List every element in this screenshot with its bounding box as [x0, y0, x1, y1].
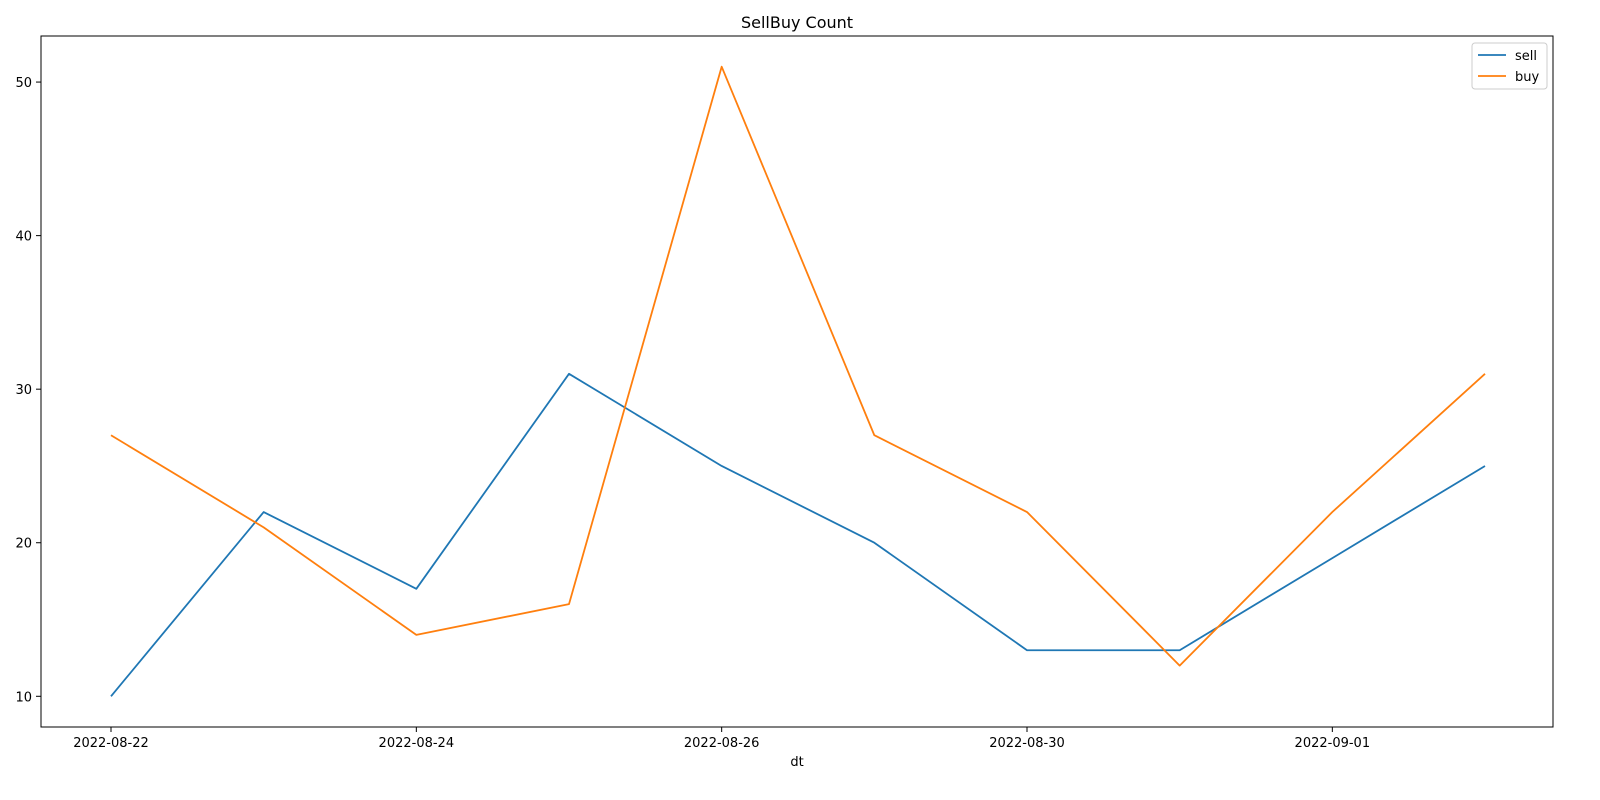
series-lines [110, 65, 1486, 697]
y-tick-label: 50 [15, 76, 32, 91]
x-tick-label: 2022-08-26 [684, 736, 760, 751]
y-axis: 10 20 30 40 50 [15, 76, 41, 705]
x-tick-label: 2022-09-01 [1295, 736, 1371, 751]
series-line-sell [110, 372, 1486, 697]
legend-label-buy: buy [1515, 70, 1539, 85]
plot-area-frame [40, 35, 1554, 728]
x-axis-label: dt [790, 755, 803, 770]
x-axis: 2022-08-22 2022-08-24 2022-08-26 2022-08-30… [73, 727, 1370, 751]
y-tick-label: 30 [15, 383, 32, 398]
chart-title: SellBuy Count [741, 13, 853, 32]
x-tick-label: 2022-08-22 [73, 736, 149, 751]
legend-item-sell: sell [1478, 49, 1537, 64]
series-line-buy [110, 65, 1486, 667]
legend-item-buy: buy [1478, 70, 1539, 85]
legend: sell buy [1471, 42, 1548, 90]
y-tick-label: 10 [15, 690, 32, 705]
x-tick-label: 2022-08-30 [989, 736, 1065, 751]
y-tick-label: 40 [15, 230, 32, 245]
y-tick-label: 20 [15, 537, 32, 552]
legend-label-sell: sell [1515, 49, 1537, 64]
x-tick-label: 2022-08-24 [379, 736, 455, 751]
